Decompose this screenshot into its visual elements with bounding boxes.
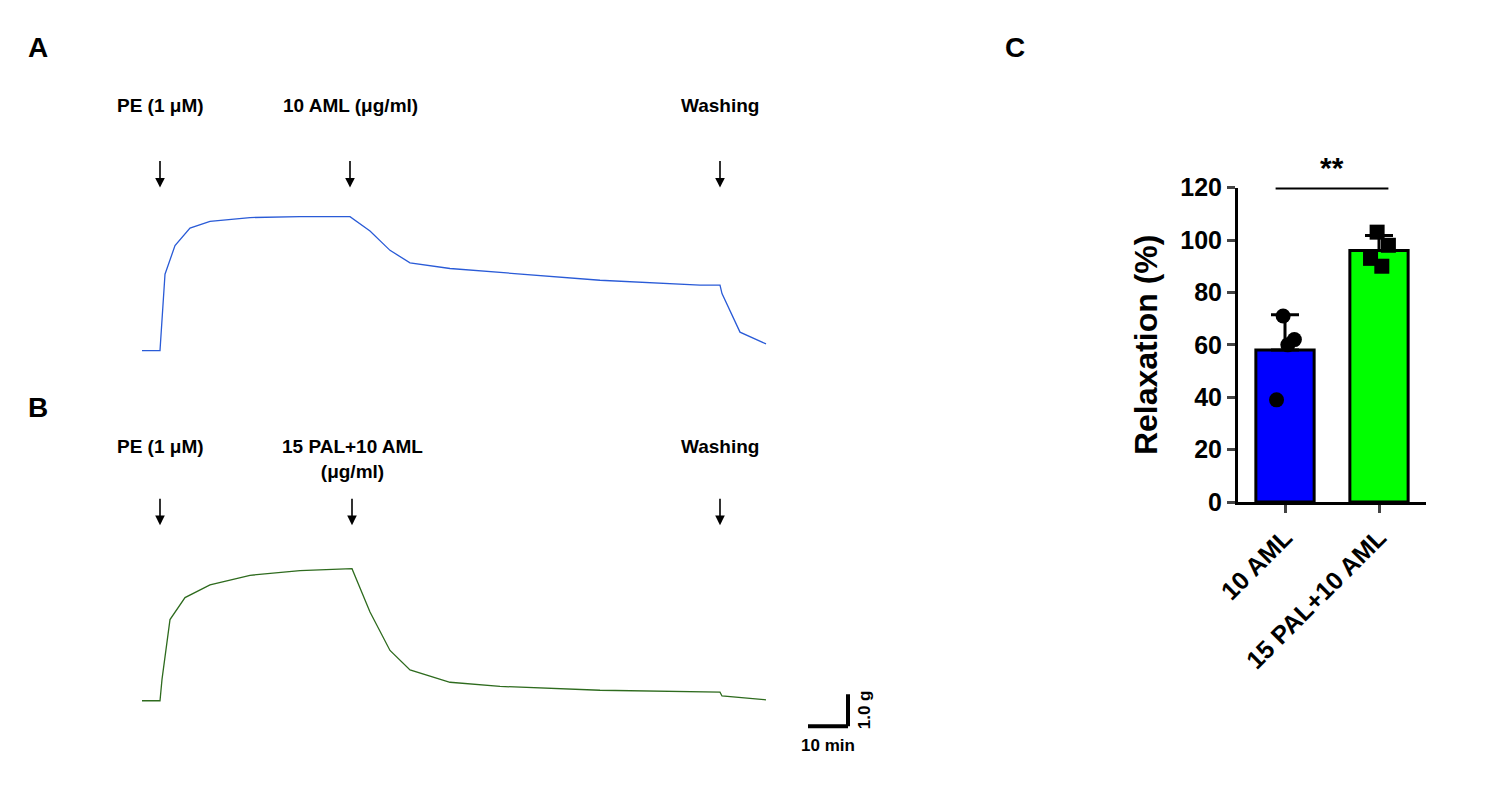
svg-text:PE (1 μM): PE (1 μM): [117, 95, 204, 116]
svg-text:10 min: 10 min: [801, 736, 855, 755]
svg-text:B: B: [28, 392, 48, 423]
svg-text:0: 0: [1208, 488, 1222, 516]
svg-text:10 AML: 10 AML: [1215, 523, 1297, 605]
svg-text:**: **: [1320, 151, 1344, 184]
svg-text:Washing: Washing: [681, 436, 759, 457]
svg-text:15 PAL+10 AML: 15 PAL+10 AML: [1240, 523, 1391, 674]
svg-text:1.0 g: 1.0 g: [855, 691, 874, 730]
svg-text:80: 80: [1194, 278, 1222, 306]
svg-text:20: 20: [1194, 435, 1222, 463]
svg-text:Washing: Washing: [681, 95, 759, 116]
svg-text:C: C: [1005, 32, 1025, 63]
svg-text:A: A: [28, 32, 48, 63]
svg-text:PE (1 μM): PE (1 μM): [117, 436, 204, 457]
svg-text:15 PAL+10 AML(μg/ml): 15 PAL+10 AML(μg/ml): [282, 436, 423, 482]
svg-text:Relaxation (%): Relaxation (%): [1128, 235, 1164, 455]
svg-text:10 AML (μg/ml): 10 AML (μg/ml): [283, 95, 418, 116]
svg-text:40: 40: [1194, 383, 1222, 411]
svg-text:60: 60: [1194, 331, 1222, 359]
svg-text:120: 120: [1180, 173, 1222, 201]
svg-text:100: 100: [1180, 226, 1222, 254]
